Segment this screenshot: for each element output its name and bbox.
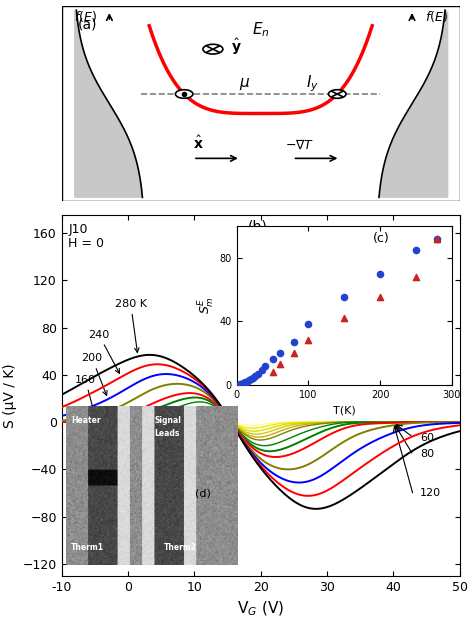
Circle shape — [328, 90, 346, 98]
Text: 240: 240 — [88, 330, 119, 373]
Circle shape — [203, 44, 223, 54]
Text: $-\nabla T$: $-\nabla T$ — [284, 138, 314, 151]
Text: $\hat{\mathbf{y}}$: $\hat{\mathbf{y}}$ — [231, 37, 242, 58]
Text: 280 K: 280 K — [115, 299, 147, 352]
Text: $I_y$: $I_y$ — [306, 73, 319, 94]
Y-axis label: S (μV / K): S (μV / K) — [3, 363, 17, 428]
Text: $E_n$: $E_n$ — [252, 20, 270, 39]
Text: (a): (a) — [78, 18, 97, 32]
Text: 200: 200 — [82, 353, 107, 396]
Text: $\mu$: $\mu$ — [239, 76, 250, 92]
Circle shape — [175, 90, 193, 98]
Text: H = 0: H = 0 — [68, 237, 104, 250]
Text: (b): (b) — [247, 220, 267, 233]
Text: 60: 60 — [420, 433, 434, 443]
Text: J10: J10 — [68, 223, 88, 236]
Text: $f(E)$: $f(E)$ — [73, 9, 97, 24]
Text: 120: 120 — [420, 488, 441, 498]
Text: 80: 80 — [420, 449, 434, 459]
Text: $f(E)$: $f(E)$ — [425, 9, 448, 24]
X-axis label: V$_G$ (V): V$_G$ (V) — [237, 599, 284, 618]
Text: $\hat{\mathbf{x}}$: $\hat{\mathbf{x}}$ — [193, 135, 204, 151]
Text: 160: 160 — [75, 374, 96, 411]
